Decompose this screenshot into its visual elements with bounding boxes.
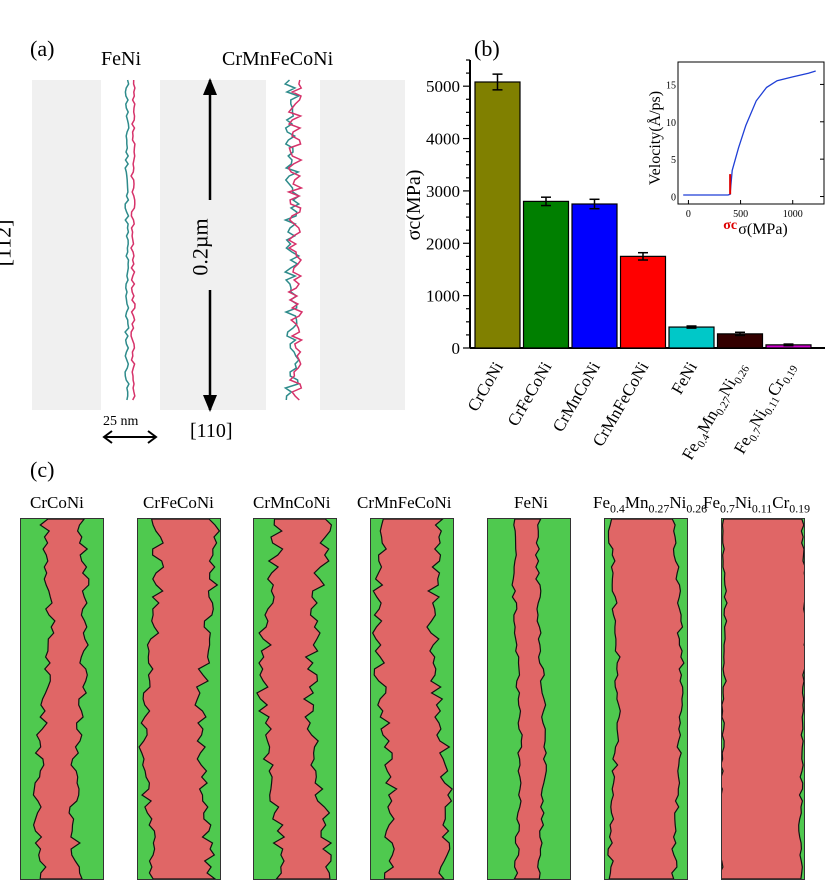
bar-category-label: CrMnCoNi — [549, 358, 604, 435]
bar-2 — [571, 203, 618, 349]
snapshot-title-1: CrFeCoNi — [143, 493, 214, 512]
snapshot-box-5 — [604, 518, 688, 880]
panel-a-scale-label: 25 nm — [103, 414, 139, 429]
bar-chart-svg: 010002000300040005000σc(MPa)CrCoNiCrFeCo… — [403, 59, 825, 460]
panel-a-lines-svg — [102, 78, 304, 444]
panel-a-label: (a) — [30, 36, 55, 61]
hea-line-teal — [283, 79, 301, 401]
bar-category-label: CrFeCoNi — [504, 358, 556, 429]
snapshot-box-6 — [721, 518, 805, 880]
bar-0 — [474, 81, 521, 349]
bar-y-tick-label: 0 — [452, 339, 461, 358]
snapshot-title-0: CrCoNi — [30, 493, 84, 512]
stacking-fault-region — [511, 519, 547, 879]
bar-y-tick-label: 5000 — [426, 77, 460, 96]
bar-1 — [522, 200, 570, 349]
sigma-c-label: σc — [723, 218, 737, 233]
snapshot-box-4 — [487, 518, 571, 880]
inset-y-axis-label: Velocity(Å/ps) — [646, 91, 664, 185]
panel-a-length-label: 0.2µm — [187, 218, 213, 276]
bar-y-tick-label: 3000 — [426, 182, 460, 201]
velocity-curve — [683, 70, 816, 196]
inset-y-tick-label: 10 — [666, 118, 676, 129]
stacking-fault-region — [607, 519, 685, 879]
bar-y-tick-label: 4000 — [426, 130, 460, 149]
feni-line-magenta — [130, 79, 136, 401]
stacking-fault-region — [138, 519, 220, 879]
inset-x-axis-label: σ(MPa) — [738, 221, 788, 238]
inset-y-tick-label: 5 — [671, 155, 676, 166]
snapshot-title-3: CrMnFeCoNi — [357, 493, 452, 512]
panel-a-horizontal-direction: [110] — [190, 420, 233, 442]
hea-line-magenta — [286, 79, 304, 401]
length-arrow-down — [203, 395, 217, 412]
stacking-fault-region — [722, 519, 804, 879]
velocity-inset-svg: 0 500 1000 0 5 10 15 σc σ(MPa) Velocity(Å/ps) — [646, 61, 825, 238]
inset-x-tick-label: 500 — [733, 209, 748, 220]
inset-x-tick-label: 0 — [686, 209, 691, 220]
snapshot-title-2: CrMnCoNi — [253, 493, 331, 512]
stacking-fault-region — [256, 519, 333, 879]
stacking-fault-region — [32, 519, 90, 879]
snapshot-title-5: Fe0.4Mn0.27Ni0.26 — [593, 493, 708, 516]
scale-arrow-left — [102, 430, 113, 444]
bar-3 — [619, 255, 667, 349]
panel-a-alloy-left: FeNi — [101, 48, 141, 70]
snapshot-box-3 — [370, 518, 454, 880]
panel-a-gray-block-3 — [320, 80, 405, 410]
bar-y-axis-label: σc(MPa) — [403, 170, 425, 241]
feni-line-teal — [124, 79, 130, 401]
bar-y-tick-label: 1000 — [426, 287, 460, 306]
scale-arrow-right — [147, 430, 158, 444]
snapshot-box-0 — [20, 518, 104, 880]
bar-category-label: CrCoNi — [464, 358, 508, 414]
inset-y-tick-label: 15 — [666, 80, 676, 91]
inset-x-tick-label: 1000 — [783, 209, 803, 220]
panel-b-label: (b) — [474, 36, 500, 61]
panel-a-gray-block-1 — [32, 80, 101, 410]
length-label-bg — [198, 200, 222, 290]
snapshot-box-1 — [137, 518, 221, 880]
snapshot-title-6: Fe0.7Ni0.11Cr0.19 — [703, 493, 811, 516]
panel-a-alloy-right: CrMnFeCoNi — [222, 48, 334, 70]
stacking-fault-region — [372, 519, 453, 879]
snapshot-box-2 — [253, 518, 337, 880]
bar-y-tick-label: 2000 — [426, 234, 460, 253]
bar-category-label: FeNi — [668, 358, 702, 397]
inset-y-tick-label: 0 — [671, 193, 676, 204]
panel-c-label: (c) — [30, 457, 55, 482]
bar-4 — [668, 326, 715, 349]
length-arrow-up — [203, 78, 217, 95]
snapshot-title-4: FeNi — [514, 493, 548, 512]
